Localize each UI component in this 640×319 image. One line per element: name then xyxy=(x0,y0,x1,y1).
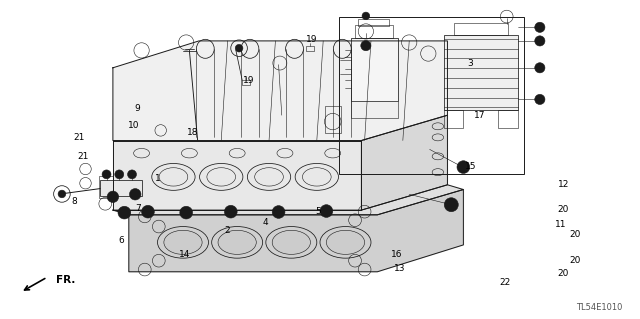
Circle shape xyxy=(535,36,545,46)
Text: FR.: FR. xyxy=(56,275,75,285)
Circle shape xyxy=(127,170,136,179)
Text: 10: 10 xyxy=(127,121,139,130)
Text: 2: 2 xyxy=(225,226,230,235)
Circle shape xyxy=(118,206,131,219)
Text: 16: 16 xyxy=(390,250,402,259)
Circle shape xyxy=(107,191,118,203)
Text: 19: 19 xyxy=(243,76,254,85)
Bar xyxy=(499,110,518,128)
Text: 4: 4 xyxy=(263,218,269,227)
Text: 21: 21 xyxy=(74,133,85,142)
Circle shape xyxy=(272,206,285,218)
Ellipse shape xyxy=(326,230,365,255)
Text: 17: 17 xyxy=(474,111,485,120)
Circle shape xyxy=(180,206,193,219)
Text: 9: 9 xyxy=(134,104,140,113)
Text: 15: 15 xyxy=(465,162,477,171)
Bar xyxy=(339,17,524,174)
Bar xyxy=(444,110,463,128)
Bar xyxy=(306,46,314,51)
Circle shape xyxy=(129,189,141,200)
Text: 7: 7 xyxy=(136,204,141,213)
Circle shape xyxy=(58,190,66,198)
Text: 20: 20 xyxy=(557,269,569,278)
Text: 5: 5 xyxy=(316,207,321,216)
Text: 6: 6 xyxy=(118,236,124,245)
Circle shape xyxy=(457,161,470,174)
Text: 19: 19 xyxy=(306,35,317,44)
Text: 20: 20 xyxy=(557,205,569,214)
Text: 11: 11 xyxy=(555,220,566,229)
Ellipse shape xyxy=(271,230,311,255)
Text: 3: 3 xyxy=(467,59,472,68)
Text: 8: 8 xyxy=(72,197,77,206)
Circle shape xyxy=(361,41,371,51)
Text: 18: 18 xyxy=(187,128,198,137)
Ellipse shape xyxy=(218,230,257,255)
Circle shape xyxy=(535,22,545,33)
Circle shape xyxy=(362,12,370,20)
Bar xyxy=(243,80,250,85)
Bar xyxy=(99,176,113,198)
Polygon shape xyxy=(113,141,362,210)
Bar xyxy=(100,180,141,197)
Circle shape xyxy=(115,170,124,179)
Text: 21: 21 xyxy=(77,152,89,161)
Ellipse shape xyxy=(163,230,203,255)
Circle shape xyxy=(444,198,458,212)
Bar xyxy=(351,38,398,101)
Text: 20: 20 xyxy=(569,256,580,265)
Bar xyxy=(358,19,389,26)
Circle shape xyxy=(102,170,111,179)
Polygon shape xyxy=(113,185,463,215)
Text: 22: 22 xyxy=(499,278,511,287)
Circle shape xyxy=(535,94,545,105)
Bar xyxy=(444,34,518,110)
Bar xyxy=(454,23,508,35)
Text: 1: 1 xyxy=(155,174,161,183)
Polygon shape xyxy=(113,41,447,141)
Text: TL54E1010: TL54E1010 xyxy=(576,303,623,312)
Bar xyxy=(351,101,398,118)
Circle shape xyxy=(141,205,154,218)
Text: 14: 14 xyxy=(179,250,191,259)
Text: 20: 20 xyxy=(569,230,580,239)
Bar xyxy=(355,25,394,38)
Text: 13: 13 xyxy=(394,264,405,273)
Circle shape xyxy=(535,63,545,73)
Bar xyxy=(325,106,341,133)
Circle shape xyxy=(236,44,243,52)
Circle shape xyxy=(320,205,333,217)
Circle shape xyxy=(225,205,237,218)
Text: 12: 12 xyxy=(557,180,569,189)
Polygon shape xyxy=(129,189,463,272)
Polygon shape xyxy=(362,115,447,210)
